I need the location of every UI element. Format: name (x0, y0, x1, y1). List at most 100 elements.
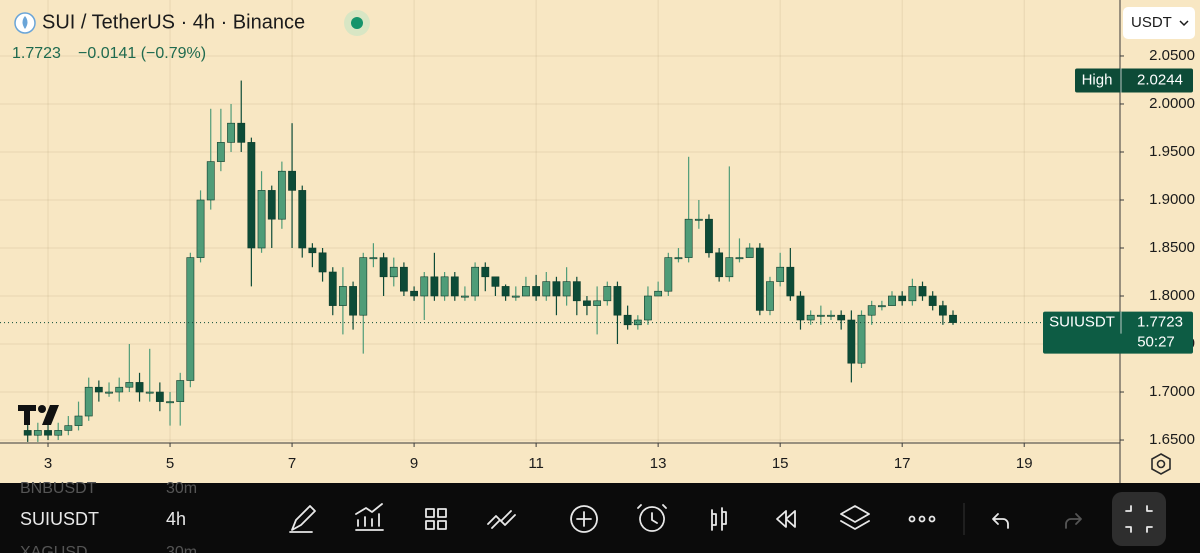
candle-body (54, 430, 63, 436)
candle-body (491, 276, 500, 287)
candle-body (674, 257, 683, 260)
y-tick-label: 1.8000 (1149, 287, 1195, 304)
candle-body (84, 386, 93, 417)
candle-body (105, 391, 113, 394)
undo-button[interactable] (992, 513, 1009, 529)
candle-body (389, 266, 398, 278)
candle-body (369, 257, 378, 260)
candle-body (328, 271, 337, 306)
candle-body (145, 391, 154, 394)
candle-body (816, 314, 825, 317)
candle-body (633, 319, 642, 326)
toolbar-interval[interactable]: 4h (166, 509, 186, 529)
currency-caret[interactable] (1179, 20, 1189, 27)
more-tool[interactable] (908, 515, 916, 523)
chart-type-tool[interactable] (711, 507, 727, 531)
layout-tool[interactable] (425, 508, 447, 530)
y-tick-label: 1.7000 (1149, 383, 1195, 400)
prev-interval[interactable]: 30m (166, 480, 197, 497)
compare-tool[interactable] (487, 510, 516, 529)
status-dot (351, 17, 363, 29)
next-interval[interactable]: 30m (166, 544, 197, 553)
more-tool[interactable] (928, 515, 936, 523)
toolbar (0, 483, 1200, 553)
candle-body (33, 430, 42, 436)
candle-body (64, 425, 73, 431)
candle-body (705, 218, 713, 254)
high-label: High (1082, 72, 1113, 89)
candle-body (430, 276, 439, 297)
candle-body (552, 281, 561, 297)
candle-body (206, 161, 215, 201)
replay-tool[interactable] (776, 510, 796, 528)
x-tick-label: 17 (894, 455, 911, 472)
overlay: 1.65001.70001.75001.80001.85001.90001.95… (0, 47, 1195, 472)
candle-body (888, 295, 896, 306)
prev-symbol[interactable]: BNBUSDT (20, 480, 97, 497)
fullscreen-icon[interactable] (1125, 505, 1153, 533)
countdown: 50:27 (1137, 334, 1175, 351)
candle-body (379, 257, 388, 278)
toolbar-symbol[interactable]: SUIUSDT (20, 509, 99, 529)
candle-body (786, 266, 795, 297)
more-tool[interactable] (918, 515, 926, 523)
y-tick-label: 2.0000 (1149, 95, 1195, 112)
candle-body (715, 252, 724, 278)
add-tool[interactable] (570, 505, 598, 533)
candle-body (938, 305, 947, 316)
candle-body (694, 218, 703, 221)
candle-body (522, 286, 530, 297)
candle-body (125, 382, 134, 388)
candle-body (318, 252, 327, 273)
candle-body (349, 286, 357, 316)
candle-body (247, 142, 256, 249)
candle-body (308, 247, 317, 254)
candle-body (267, 190, 276, 220)
candle-body (166, 401, 174, 404)
candle-body (257, 190, 266, 249)
x-tick-label: 19 (1016, 455, 1033, 472)
x-tick-label: 7 (288, 455, 296, 472)
candle-body (542, 281, 551, 297)
candle-body (532, 286, 541, 297)
candle-body (755, 247, 764, 311)
y-tick-label: 1.6500 (1149, 431, 1195, 448)
x-tick-label: 13 (650, 455, 667, 472)
candles (23, 80, 957, 442)
candle-body (908, 286, 917, 302)
candle-body (471, 266, 480, 297)
y-tick-label: 1.9000 (1149, 191, 1195, 208)
candle-body (664, 257, 673, 292)
redo-button[interactable] (1065, 513, 1082, 529)
x-tick-label: 5 (166, 455, 174, 472)
y-tick-label: 1.8500 (1149, 239, 1195, 256)
fullscreen-button[interactable] (1112, 492, 1166, 546)
candle-body (501, 286, 510, 297)
candle-body (877, 305, 886, 308)
candle-body (827, 314, 835, 317)
next-symbol[interactable]: XAGUSD (20, 544, 88, 553)
candle-body (949, 314, 957, 323)
candle-body (400, 266, 408, 292)
candle-body (186, 257, 195, 381)
candle-body (654, 290, 663, 297)
x-tick-label: 9 (410, 455, 418, 472)
currency-button[interactable] (1123, 7, 1195, 39)
y-tick-label: 2.0500 (1149, 47, 1195, 64)
layers-tool[interactable] (840, 505, 870, 530)
candle-body (796, 295, 805, 321)
draw-tool[interactable] (289, 505, 316, 533)
candle-body (481, 266, 490, 278)
candle-body (735, 257, 744, 260)
alert-tool[interactable] (637, 504, 667, 532)
candle-body (644, 295, 652, 321)
indicators-tool[interactable] (355, 503, 384, 531)
currency-label[interactable]: USDT (1131, 14, 1172, 31)
candle-body (918, 286, 927, 297)
last-price-box (1043, 311, 1193, 354)
candle-body (44, 430, 52, 436)
candle-body (23, 430, 32, 436)
candle-body (450, 276, 459, 297)
settings-button[interactable] (1151, 453, 1171, 475)
